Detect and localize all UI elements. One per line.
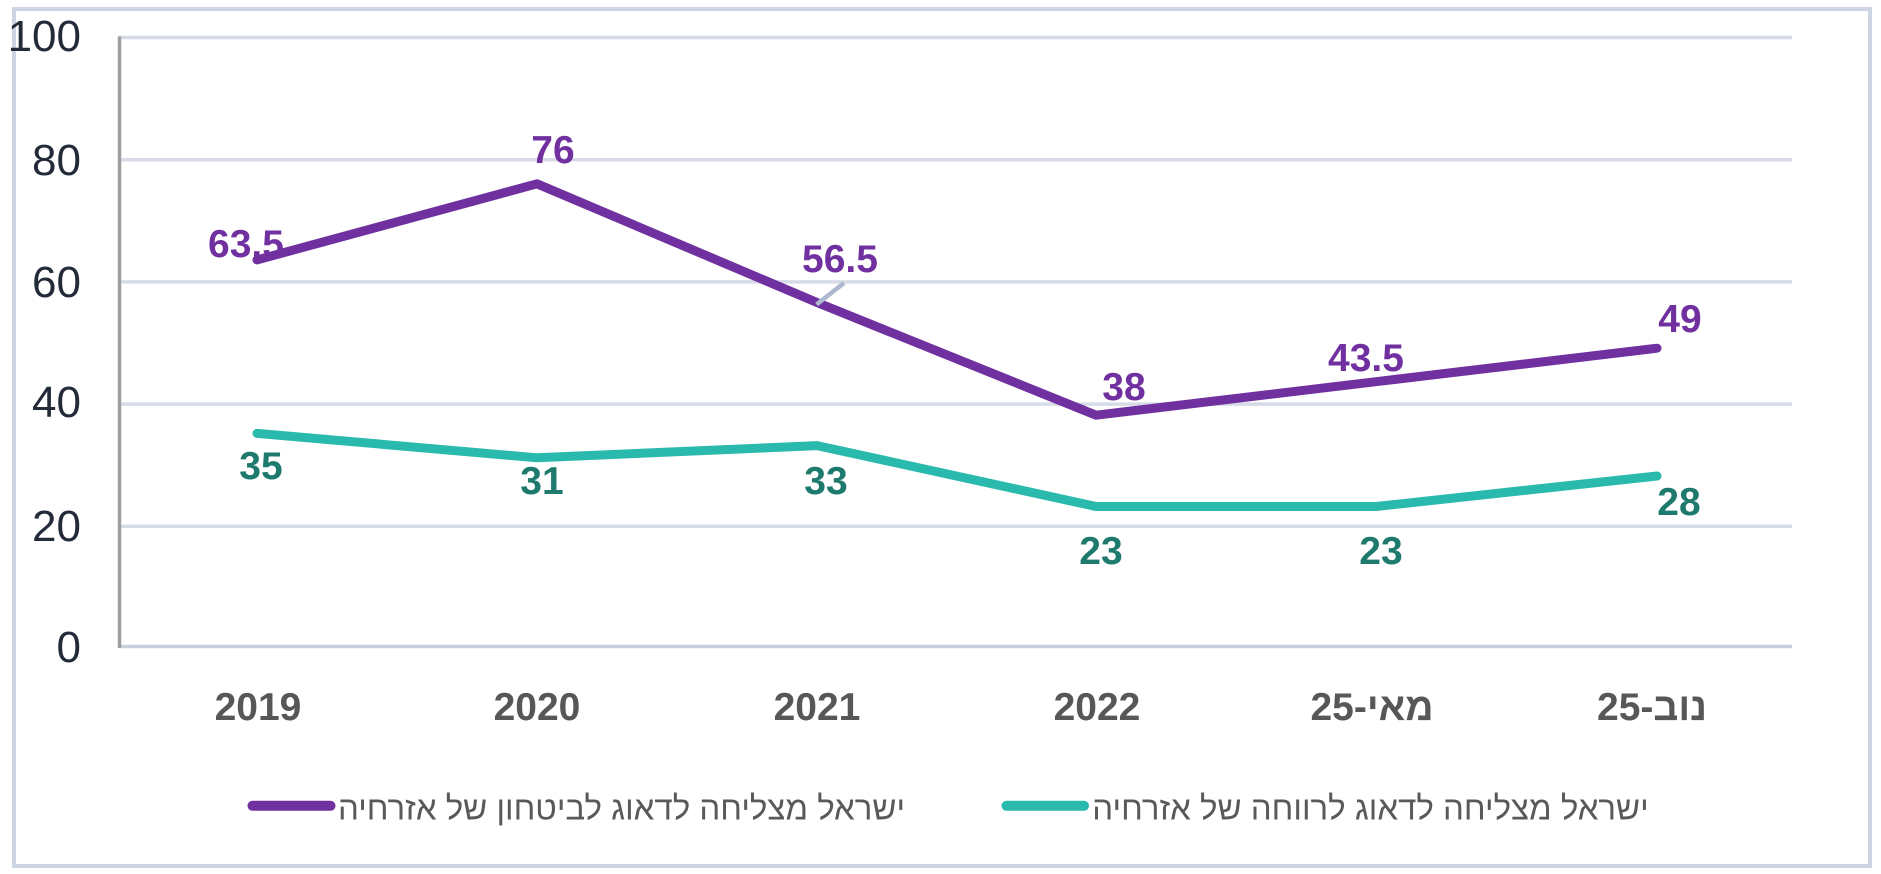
svg-text:נוב-25: נוב-25: [1597, 686, 1707, 729]
svg-text:43.5: 43.5: [1328, 337, 1404, 380]
svg-text:2021: 2021: [774, 686, 861, 729]
svg-text:2019: 2019: [215, 686, 302, 729]
svg-text:20: 20: [32, 502, 81, 551]
svg-text:40: 40: [32, 378, 81, 427]
svg-text:33: 33: [804, 460, 847, 503]
svg-text:35: 35: [239, 445, 282, 488]
svg-text:2020: 2020: [494, 686, 581, 729]
svg-text:100: 100: [8, 12, 81, 61]
svg-text:ישראל מצליחה לדאוג לביטחון של: ישראל מצליחה לדאוג לביטחון של אזרחיה: [338, 790, 905, 827]
svg-text:38: 38: [1102, 366, 1145, 409]
svg-text:56.5: 56.5: [802, 238, 878, 281]
svg-text:0: 0: [57, 623, 81, 672]
svg-text:28: 28: [1657, 481, 1700, 524]
svg-text:31: 31: [520, 460, 563, 503]
svg-text:80: 80: [32, 136, 81, 185]
svg-text:63.5: 63.5: [208, 223, 284, 266]
svg-text:60: 60: [32, 258, 81, 307]
svg-text:2022: 2022: [1054, 686, 1141, 729]
svg-text:ישראל מצליחה לדאוג לרווחה של א: ישראל מצליחה לדאוג לרווחה של אזרחיה: [1092, 790, 1648, 827]
svg-text:76: 76: [531, 129, 574, 172]
svg-text:23: 23: [1079, 530, 1122, 573]
svg-text:49: 49: [1658, 298, 1701, 341]
svg-text:מאי-25: מאי-25: [1310, 686, 1433, 729]
svg-text:23: 23: [1359, 530, 1402, 573]
